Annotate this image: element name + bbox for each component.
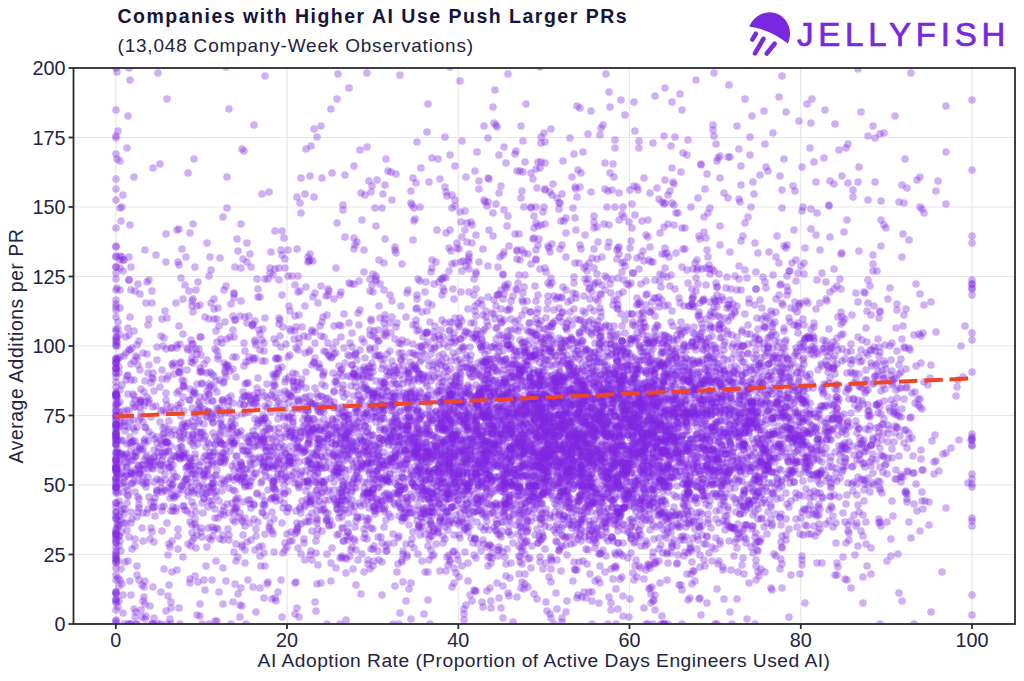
svg-text:25: 25 <box>43 544 65 566</box>
svg-text:100: 100 <box>955 629 988 651</box>
svg-text:(13,048 Company-Week Observati: (13,048 Company-Week Observations) <box>118 35 474 56</box>
svg-text:80: 80 <box>790 629 812 651</box>
svg-text:Average Additions per PR: Average Additions per PR <box>6 229 27 464</box>
svg-text:100: 100 <box>32 335 65 357</box>
svg-text:200: 200 <box>32 57 65 79</box>
svg-text:75: 75 <box>43 405 65 427</box>
svg-text:0: 0 <box>110 629 121 651</box>
svg-text:175: 175 <box>32 127 65 149</box>
svg-text:40: 40 <box>447 629 469 651</box>
svg-text:125: 125 <box>32 266 65 288</box>
svg-text:60: 60 <box>618 629 640 651</box>
svg-text:JELLYFISH: JELLYFISH <box>797 16 1010 53</box>
svg-text:0: 0 <box>54 613 65 635</box>
svg-text:20: 20 <box>276 629 298 651</box>
svg-text:Companies with Higher AI Use P: Companies with Higher AI Use Push Larger… <box>118 5 629 27</box>
svg-text:AI Adoption Rate (Proportion o: AI Adoption Rate (Proportion of Active D… <box>258 650 831 671</box>
svg-text:50: 50 <box>43 474 65 496</box>
svg-text:150: 150 <box>32 196 65 218</box>
